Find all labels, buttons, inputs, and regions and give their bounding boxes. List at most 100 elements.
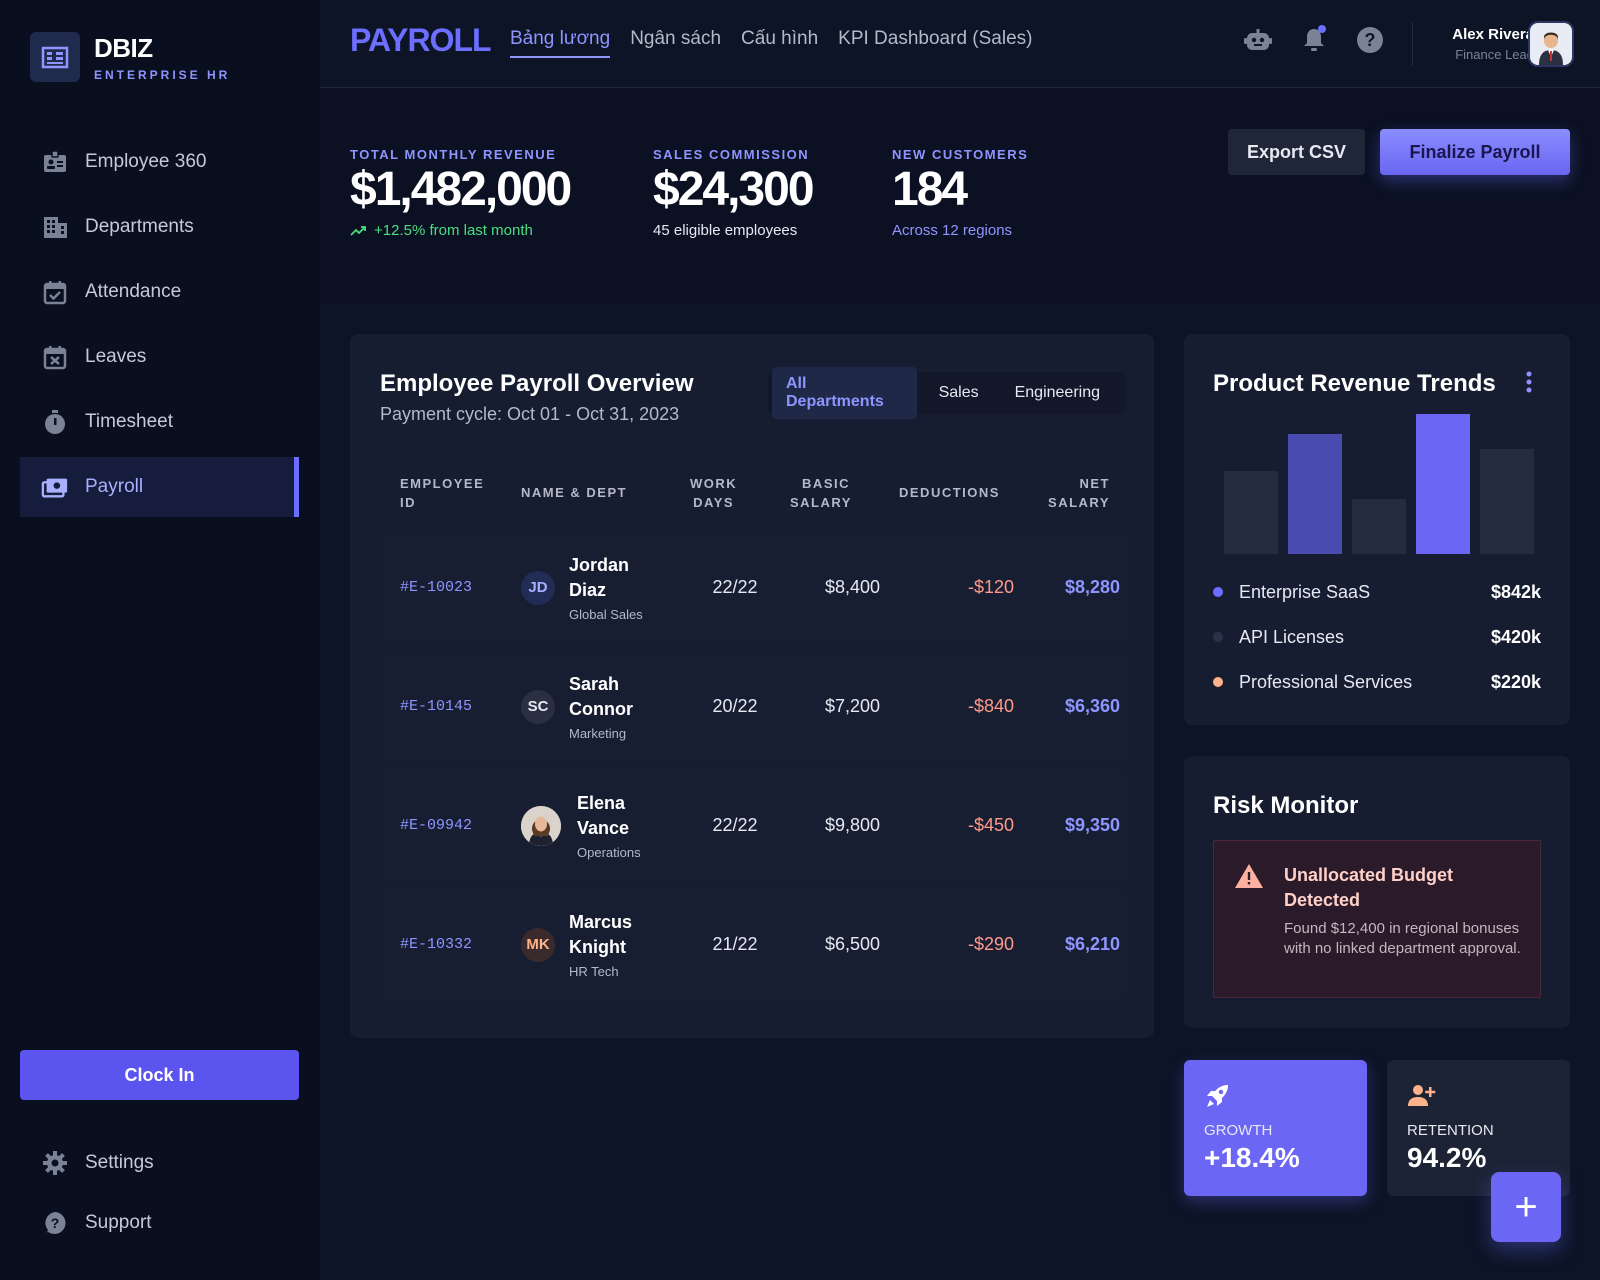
payments-icon: [41, 473, 69, 501]
calendar-x-icon: [41, 343, 69, 371]
timer-icon: [41, 408, 69, 436]
kpi-sub: 45 eligible employees: [653, 222, 798, 239]
sidebar-item-employee-360[interactable]: Employee 360: [20, 132, 299, 192]
user-name: Alex Rivera: [1452, 26, 1534, 43]
growth-label: GROWTH: [1204, 1122, 1273, 1139]
alert-title: Unallocated Budget Detected: [1284, 865, 1454, 910]
sidebar-item-payroll[interactable]: Payroll: [20, 457, 299, 517]
header-line: EMPLOYEE: [400, 476, 485, 491]
brand-name: DBIZ: [94, 32, 153, 63]
risk-alert[interactable]: Unallocated Budget Detected Found $12,40…: [1213, 840, 1541, 998]
revenue-bar: [1224, 471, 1278, 554]
employee-first-name: Jordan: [569, 555, 630, 575]
sidebar-item-label: Attendance: [85, 281, 182, 302]
basic-salary: $6,500: [824, 934, 880, 954]
robot-icon[interactable]: [1240, 22, 1276, 58]
header-name-dept: NAME & DEPT: [521, 485, 628, 500]
tab-ngan-sach[interactable]: Ngân sách: [630, 28, 722, 49]
settings-label: Settings: [85, 1152, 154, 1173]
tab-bang-luong[interactable]: Bảng lương: [510, 28, 611, 58]
person-add-icon: [1407, 1082, 1436, 1110]
kpi-band: TOTAL MONTHLY REVENUE $1,482,000 +12.5% …: [320, 89, 1600, 304]
top-bar: PAYROLL Bảng lương Ngân sách Cấu hình KP…: [320, 0, 1600, 88]
table-row[interactable]: #E-09942 Elena Vance Operations 22/22 $9…: [380, 770, 1126, 881]
kpi-sub: +12.5% from last month: [374, 222, 533, 239]
header-line: DAYS: [693, 495, 735, 510]
header-line: BASIC: [802, 476, 850, 491]
employee-id: #E-10023: [400, 579, 473, 596]
revenue-bar: [1480, 449, 1534, 554]
retention-label: RETENTION: [1407, 1122, 1494, 1139]
help-bubble-icon: ?: [41, 1209, 69, 1237]
employee-name-cell: SC Sarah Connor Marketing: [521, 651, 633, 762]
employee-last-name: Knight: [569, 937, 626, 957]
avatar: SC: [521, 689, 555, 724]
header-line: WORK: [690, 476, 738, 491]
basic-salary: $8,400: [824, 577, 880, 597]
filter-sales[interactable]: Sales: [938, 384, 979, 401]
top-icons: ?: [1240, 22, 1408, 58]
table-row[interactable]: #E-10332 MK Marcus Knight HR Tech 21/22 …: [380, 889, 1126, 1000]
avatar: MK: [521, 927, 555, 962]
header-line: ID: [400, 495, 416, 510]
net-salary: $9,350: [1064, 815, 1120, 835]
legend-item-api-licenses: API Licenses $420k: [1213, 625, 1541, 649]
work-days: 22/22: [712, 577, 758, 597]
table-row[interactable]: #E-10023 JD Jordan Diaz Global Sales 22/…: [380, 532, 1126, 643]
header-basic-salary: BASIC SALARY: [790, 474, 850, 512]
header-line: NET: [1079, 476, 1110, 491]
work-days: 22/22: [712, 815, 758, 835]
legend-name: Professional Services: [1239, 671, 1413, 692]
table-row[interactable]: #E-10145 SC Sarah Connor Marketing 20/22…: [380, 651, 1126, 762]
legend-name: Enterprise SaaS: [1239, 581, 1371, 602]
deduction: -$450: [967, 815, 1014, 835]
employee-last-name: Vance: [577, 818, 630, 838]
sidebar-item-departments[interactable]: Departments: [20, 197, 299, 257]
revenue-bar: [1416, 414, 1470, 554]
settings-link[interactable]: Settings: [20, 1138, 299, 1188]
help-icon[interactable]: ?: [1352, 22, 1388, 58]
export-csv-button[interactable]: Export CSV: [1228, 129, 1365, 175]
employee-first-name: Elena: [577, 793, 626, 813]
more-vertical-icon[interactable]: [1524, 370, 1534, 394]
sidebar-item-leaves[interactable]: Leaves: [20, 327, 299, 387]
kpi-sales-commission: SALES COMMISSION $24,300 45 eligible emp…: [653, 147, 815, 239]
employee-id: #E-09942: [400, 817, 473, 834]
badge-icon: [41, 148, 69, 176]
user-avatar[interactable]: [1528, 21, 1574, 67]
rocket-icon: [1204, 1082, 1232, 1110]
work-days: 21/22: [712, 934, 758, 954]
bell-icon[interactable]: [1296, 22, 1332, 58]
kpi-label: SALES COMMISSION: [653, 147, 810, 162]
sidebar-item-timesheet[interactable]: Timesheet: [20, 392, 299, 452]
header-employee-id: EMPLOYEE ID: [400, 474, 484, 512]
clock-in-button[interactable]: Clock In: [20, 1050, 299, 1100]
warning-icon: [1234, 863, 1266, 891]
kpi-value: $1,482,000: [350, 163, 572, 216]
finalize-payroll-button[interactable]: Finalize Payroll: [1380, 129, 1570, 175]
add-fab-button[interactable]: +: [1491, 1172, 1561, 1242]
sidebar-item-label: Departments: [85, 216, 194, 237]
kpi-value: 184: [892, 163, 968, 216]
support-link[interactable]: ? Support: [20, 1198, 299, 1248]
payroll-subtitle: Payment cycle: Oct 01 - Oct 31, 2023: [380, 404, 680, 424]
legend-value: $842k: [1490, 581, 1541, 602]
department-filter: All Departments Sales Engineering: [768, 367, 1126, 419]
revenue-trends-card: Product Revenue Trends Enterprise SaaS $…: [1184, 334, 1570, 725]
legend-name: API Licenses: [1239, 626, 1345, 647]
filter-engineering[interactable]: Engineering: [1014, 384, 1100, 401]
employee-first-name: Sarah: [569, 674, 620, 694]
tab-kpi-dashboard[interactable]: KPI Dashboard (Sales): [838, 28, 1033, 49]
brand-logo-icon: [30, 32, 80, 82]
employee-photo: [521, 805, 561, 846]
growth-tile: GROWTH +18.4%: [1184, 1060, 1367, 1196]
sidebar-item-attendance[interactable]: Attendance: [20, 262, 299, 322]
filter-all-departments[interactable]: All Departments: [772, 367, 917, 419]
tab-cau-hinh[interactable]: Cấu hình: [741, 28, 819, 49]
sidebar-item-label: Leaves: [85, 346, 147, 367]
employee-last-name: Diaz: [569, 580, 607, 600]
building-icon: [41, 213, 69, 241]
employee-dept: Global Sales: [569, 607, 643, 622]
kpi-label: NEW CUSTOMERS: [892, 147, 1029, 162]
net-salary: $6,360: [1064, 696, 1120, 716]
